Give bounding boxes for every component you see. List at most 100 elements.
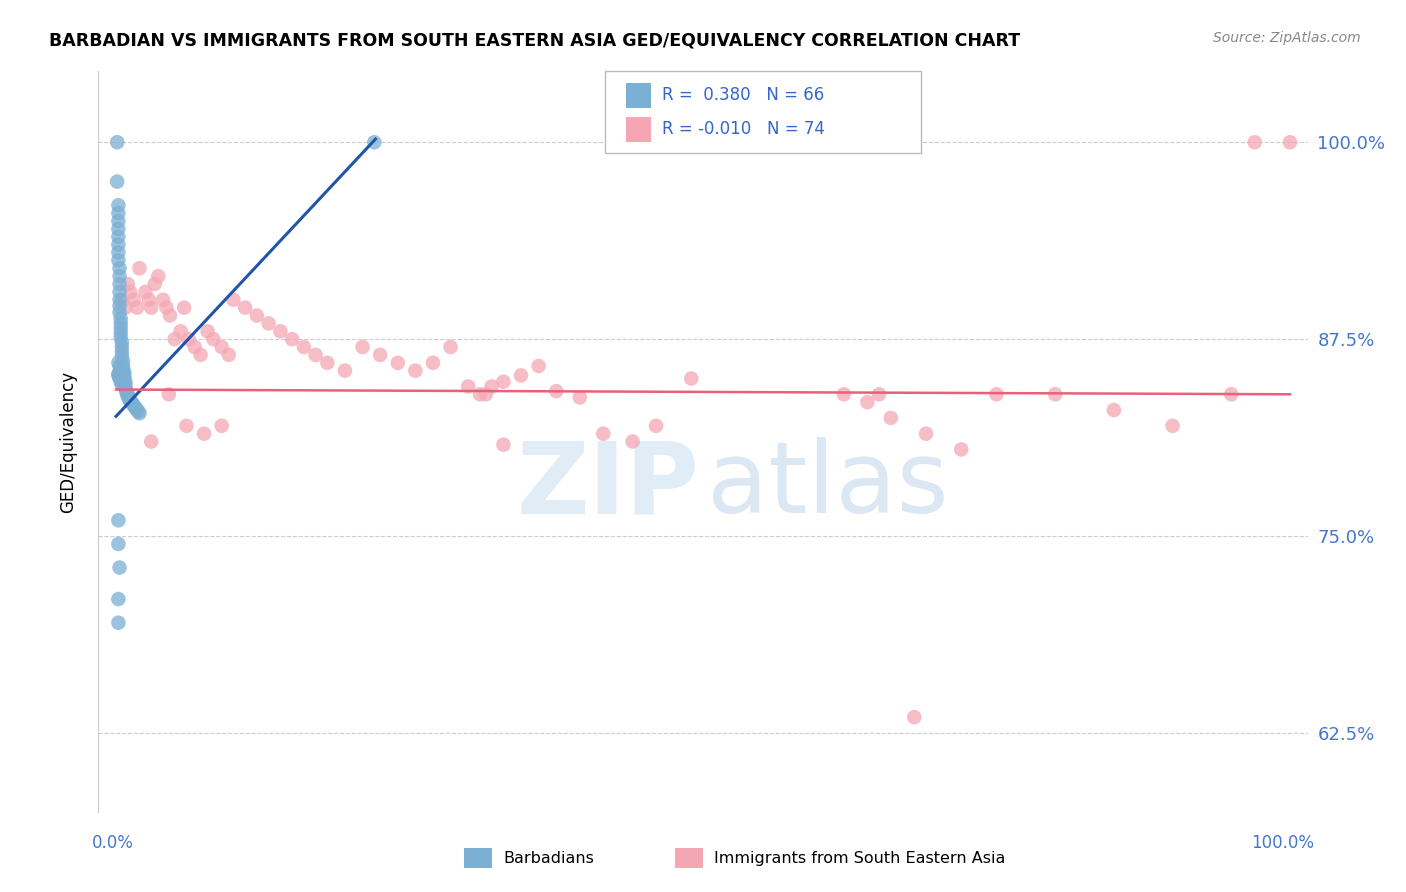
Point (1043, 387, 1066, 401)
Point (105, 135, 128, 149)
Point (107, 253, 129, 268)
Point (197, 324, 219, 338)
Point (117, 277, 139, 291)
Point (621, 434, 644, 449)
Point (111, 335, 134, 350)
Point (439, 340, 461, 354)
Point (121, 397, 143, 411)
Point (108, 261, 131, 276)
Point (868, 387, 890, 401)
Point (107, 368, 129, 383)
Point (986, 387, 1008, 401)
Point (112, 365, 135, 379)
Point (176, 418, 198, 433)
Point (114, 301, 136, 315)
Point (117, 389, 139, 403)
Point (108, 305, 131, 319)
Text: atlas: atlas (707, 437, 948, 534)
Point (107, 214, 129, 228)
Point (105, 175, 128, 189)
Text: 100.0%: 100.0% (1251, 834, 1315, 852)
Text: R = -0.010   N = 74: R = -0.010 N = 74 (662, 120, 825, 138)
Point (120, 393, 142, 408)
Point (107, 592, 129, 607)
Point (108, 277, 131, 291)
Point (115, 385, 138, 400)
Point (152, 293, 174, 307)
Point (457, 379, 479, 393)
Point (141, 434, 163, 449)
Point (120, 395, 142, 409)
Point (108, 269, 131, 284)
Point (112, 359, 135, 373)
Point (112, 368, 135, 383)
Point (107, 245, 129, 260)
Point (108, 299, 131, 313)
Point (141, 301, 163, 315)
Point (157, 387, 180, 401)
Point (903, 710, 925, 724)
Point (122, 293, 145, 307)
Text: 0.0%: 0.0% (91, 834, 134, 852)
Point (155, 301, 177, 315)
Point (193, 426, 215, 441)
Point (257, 317, 280, 331)
Point (1278, 135, 1301, 149)
Point (422, 356, 444, 370)
Point (108, 370, 131, 384)
Point (110, 311, 132, 326)
Point (1243, 135, 1265, 149)
Point (233, 301, 256, 315)
Point (111, 377, 134, 392)
Point (915, 426, 938, 441)
Y-axis label: GED/Equivalency: GED/Equivalency (59, 370, 77, 513)
Point (127, 403, 149, 417)
Point (316, 356, 339, 370)
Point (352, 340, 374, 354)
Point (112, 362, 135, 376)
Text: ZIP: ZIP (516, 437, 699, 534)
Point (211, 418, 233, 433)
Point (110, 321, 132, 335)
Point (143, 277, 166, 291)
Text: R =  0.380   N = 66: R = 0.380 N = 66 (662, 87, 824, 104)
Point (117, 387, 139, 401)
Point (475, 387, 498, 401)
Point (880, 411, 903, 425)
Point (190, 348, 212, 362)
Text: Source: ZipAtlas.com: Source: ZipAtlas.com (1213, 31, 1361, 45)
Point (333, 364, 356, 378)
Point (128, 406, 150, 420)
Point (368, 348, 391, 362)
Point (107, 367, 129, 381)
Point (468, 387, 491, 401)
Point (404, 364, 426, 378)
Point (183, 340, 205, 354)
Point (592, 426, 614, 441)
Point (568, 391, 591, 405)
Point (246, 309, 269, 323)
Point (1220, 387, 1243, 401)
Point (107, 537, 129, 551)
Point (108, 371, 131, 385)
Point (202, 332, 225, 346)
Point (177, 332, 200, 346)
Point (1102, 403, 1125, 417)
Point (111, 340, 134, 354)
Point (127, 301, 149, 315)
Point (148, 269, 170, 284)
Point (114, 377, 136, 392)
Point (110, 317, 132, 331)
Point (125, 401, 148, 416)
Point (211, 340, 233, 354)
Point (107, 615, 129, 630)
Point (950, 442, 973, 457)
Point (173, 301, 195, 315)
Point (492, 438, 515, 452)
Point (114, 381, 136, 395)
Point (118, 392, 141, 406)
Point (110, 375, 132, 389)
Point (120, 285, 142, 299)
Point (110, 362, 132, 376)
Point (218, 348, 240, 362)
